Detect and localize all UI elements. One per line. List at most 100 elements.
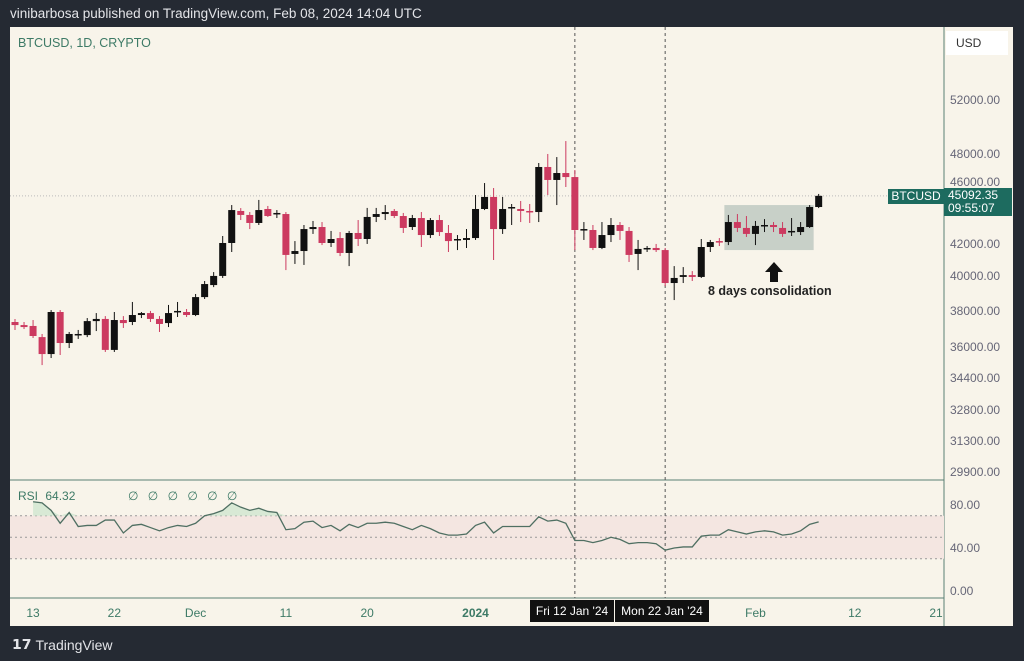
candle-body [526, 210, 534, 213]
candle-body [481, 196, 489, 209]
candle-body [110, 320, 118, 350]
rsi-legend[interactable]: RSI 64.32 [18, 489, 75, 503]
candle-body [273, 212, 281, 215]
candle-body [300, 229, 308, 252]
candle-body [643, 247, 651, 250]
candle-body [246, 214, 254, 223]
last-price-value: 45092.35 [948, 188, 999, 202]
candle-body [264, 208, 272, 217]
candle-body [20, 325, 28, 328]
candle-body [444, 232, 452, 242]
candle-body [688, 275, 696, 277]
candle-body [607, 224, 615, 236]
candle-body [571, 177, 579, 230]
date-tick: 2024 [462, 606, 489, 620]
footer-brand[interactable]: 𝟭𝟳 TradingView [12, 636, 113, 653]
candle-body [56, 311, 64, 344]
date-tick: 20 [360, 606, 374, 620]
price-tick: 46000.00 [950, 175, 1001, 190]
candle-body [670, 277, 678, 284]
candle-body [381, 212, 389, 215]
price-tick: 34400.00 [950, 370, 1001, 385]
candle-body [128, 315, 136, 322]
crosshair-date-label: Fri 12 Jan '24 [529, 600, 615, 622]
candle-body [779, 227, 787, 234]
candle-body [408, 218, 416, 228]
date-tick: 21 [929, 606, 943, 620]
candle-body [435, 220, 443, 233]
candle-body [535, 166, 543, 213]
candle-body [598, 235, 606, 248]
candle-body [724, 222, 732, 243]
candle-body [806, 207, 814, 228]
candle-body [137, 313, 145, 316]
rsi-value: 64.32 [45, 489, 76, 503]
date-tick: 13 [26, 606, 40, 620]
symbol-title[interactable]: BTCUSD, 1D, CRYPTO [18, 36, 151, 50]
candle-body [192, 297, 200, 316]
price-tick: 52000.00 [950, 93, 1001, 107]
candle-body [426, 220, 434, 236]
date-tick: 11 [279, 606, 293, 620]
price-tick: 31300.00 [950, 434, 1001, 449]
candle-body [146, 313, 154, 319]
candle-body [616, 224, 624, 231]
candle-body [490, 196, 498, 230]
candle-body [318, 227, 326, 243]
candle-body [165, 313, 173, 324]
candle-body [210, 275, 218, 286]
candle-body [742, 227, 750, 234]
tradingview-logo-icon: 𝟭𝟳 [12, 636, 32, 652]
candle-body [92, 318, 100, 322]
candle-body [661, 250, 669, 284]
candle-body [228, 210, 236, 243]
candle-body [390, 210, 398, 217]
candle-body [544, 166, 552, 180]
currency-label[interactable]: USD [946, 31, 1008, 55]
date-tick: 12 [848, 606, 862, 620]
publish-info: vinibarbosa published on TradingView.com… [10, 6, 422, 21]
candle-body [815, 195, 823, 208]
date-tick: 22 [107, 606, 122, 620]
crosshair-date-label: Mon 22 Jan '24 [615, 600, 709, 622]
last-price-symbol-tag: BTCUSD [888, 189, 944, 204]
candle-body [517, 208, 525, 211]
candle-body [101, 318, 109, 350]
rsi-line [32, 501, 819, 551]
candle-body [183, 311, 191, 316]
candle-body [697, 246, 705, 277]
candle-body [282, 214, 290, 255]
candle-body [74, 333, 82, 336]
price-tick: 32800.00 [950, 402, 1001, 417]
candle-body [553, 173, 561, 180]
last-price-tag: 45092.35 09:55:07 [944, 188, 1012, 216]
candle-body [11, 321, 19, 326]
candle-body [65, 333, 73, 344]
candle-body [760, 224, 768, 227]
candle-body [354, 232, 362, 240]
price-tick: 36000.00 [950, 340, 1001, 355]
candle-body [29, 325, 37, 336]
candle-body [291, 251, 299, 254]
candle-body [174, 310, 182, 313]
date-tick: Feb [745, 606, 766, 620]
candle-body [733, 222, 741, 228]
candle-body [589, 229, 597, 248]
candle-body [453, 239, 461, 241]
rsi-overbought-fill [33, 501, 819, 516]
candle-body [652, 247, 660, 251]
price-tick: 29900.00 [950, 465, 1001, 480]
candle-body [372, 214, 380, 217]
candle-body [751, 225, 759, 234]
candle-body [417, 218, 425, 236]
candle-body [38, 337, 46, 355]
candle-body [499, 208, 507, 230]
candle-body [770, 224, 778, 228]
price-tick: 38000.00 [950, 303, 1001, 318]
footer-brand-label: TradingView [35, 636, 113, 653]
candle-body [508, 207, 516, 209]
arrow-up-icon [765, 262, 783, 282]
candle-body [625, 230, 633, 255]
candle-body [463, 238, 470, 240]
